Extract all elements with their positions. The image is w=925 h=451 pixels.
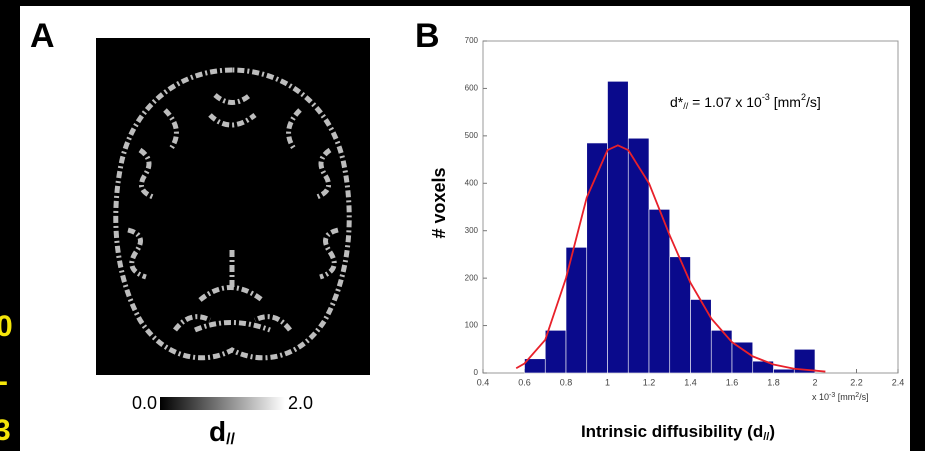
x-unit-part: [mm	[835, 392, 855, 402]
colorbar	[160, 397, 285, 410]
annotation-part: d*	[670, 94, 684, 110]
y-tick-label: 700	[465, 36, 479, 45]
y-tick-label: 500	[465, 131, 479, 140]
histogram-plot: 0 100 200 300 400 500 600 700 0.4 0.6 0.8 1 1.2 1.4 1.…	[429, 36, 905, 443]
annotation-part: = 1.07 x 10	[688, 94, 762, 110]
colorbar-label: d//	[209, 416, 236, 448]
x-unit-part: x 10	[812, 392, 829, 402]
colorbar-tick-label: 2.0	[288, 393, 313, 413]
annotation-part: //	[683, 101, 689, 111]
bar	[690, 299, 712, 374]
annotation: d*// = 1.07 x 10-3 [mm2/s]	[670, 92, 821, 111]
brain-map	[96, 38, 370, 375]
fit-curve	[515, 144, 826, 373]
y-tick-label: 0	[474, 368, 479, 377]
panel-label: A	[30, 17, 55, 55]
edge-fragment: 3	[0, 414, 11, 447]
colorbar-label-sub: //	[226, 431, 235, 448]
x-tick-label: 1	[605, 377, 610, 387]
colorbar-label-main: d	[209, 416, 226, 447]
x-tick-label: 0.6	[518, 377, 531, 387]
panel-label: B	[415, 17, 440, 55]
annotation-part: /s]	[806, 94, 821, 110]
x-tick-label: 2.4	[892, 377, 905, 387]
y-tick-label: 100	[465, 321, 479, 330]
x-tick-label: 1.6	[726, 377, 739, 387]
x-unit-part: /s]	[859, 392, 869, 402]
x-axis-label: Intrinsic diffusibility (d//)	[581, 422, 775, 442]
y-tick-label: 600	[465, 84, 479, 93]
edge-fragment: 0	[0, 310, 13, 343]
x-tick-label: 0.4	[477, 377, 490, 387]
bar	[607, 81, 629, 374]
bar	[648, 209, 671, 374]
y-tick-label: 300	[465, 226, 479, 235]
annotation-part: 2	[801, 92, 806, 102]
x-axis-label-part: )	[769, 422, 775, 441]
x-axis-label-part: //	[763, 431, 769, 443]
bar	[773, 368, 795, 374]
bar	[731, 341, 754, 374]
y-axis-label: # voxels	[429, 167, 449, 238]
x-tick-label: 1.4	[684, 377, 697, 387]
y-tick-label: 200	[465, 273, 479, 282]
bar	[710, 330, 733, 374]
x-unit: x 10-3 [mm2/s]	[812, 392, 869, 403]
bar	[544, 330, 567, 374]
x-tick-label: 0.8	[560, 377, 573, 387]
x-axis-label-part: Intrinsic diffusibility (d	[581, 422, 763, 441]
annotation-part: -3	[762, 92, 770, 102]
x-tick-label: 2.2	[850, 377, 863, 387]
x-tick-label: 2	[812, 377, 817, 387]
annotation-part: [mm	[770, 94, 801, 110]
x-tick-label: 1.2	[643, 377, 656, 387]
bar	[586, 142, 608, 374]
x-unit-part: -3	[829, 392, 835, 399]
x-unit-part: 2	[855, 392, 859, 399]
x-tick-label: 1.8	[767, 377, 780, 387]
y-tick-label: 400	[465, 178, 479, 187]
brain-cortex	[113, 67, 352, 361]
edge-fragment: -	[0, 365, 8, 398]
brain-image	[96, 38, 370, 375]
bar	[627, 137, 650, 374]
colorbar-tick-label: 0.0	[132, 393, 157, 413]
bar	[793, 348, 816, 374]
